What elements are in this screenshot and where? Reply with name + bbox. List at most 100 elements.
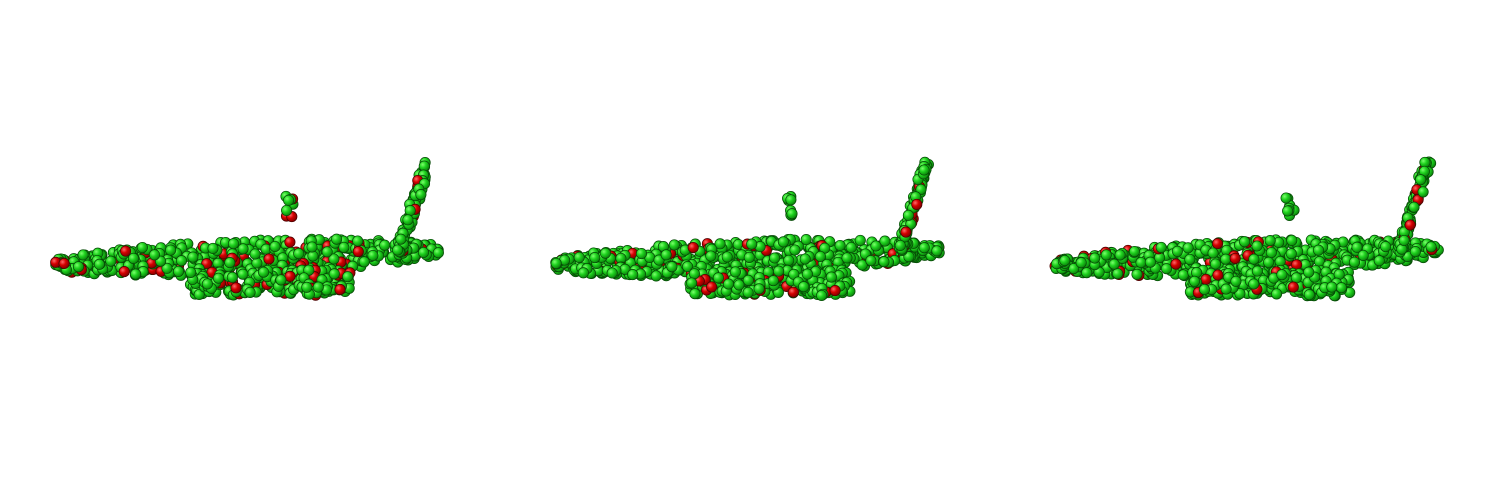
green-point [1184, 253, 1196, 265]
green-point [165, 244, 177, 256]
red-point [1170, 258, 1182, 270]
green-point [1286, 234, 1298, 246]
green-point [1326, 281, 1338, 293]
red-point [687, 241, 699, 254]
green-point [722, 278, 735, 290]
green-point [432, 247, 444, 259]
red-point [118, 266, 130, 278]
green-point [729, 266, 741, 278]
point-cloud [1049, 156, 1444, 302]
green-point [785, 194, 797, 206]
green-point [733, 279, 745, 291]
green-point [712, 272, 724, 284]
green-point [136, 241, 148, 254]
green-point [742, 286, 754, 299]
green-point [227, 238, 240, 250]
green-point [321, 246, 333, 258]
green-point [402, 214, 414, 226]
red-point [900, 226, 912, 238]
green-point [841, 252, 853, 264]
green-point [187, 251, 199, 263]
green-point [1351, 241, 1363, 253]
red-point [1404, 219, 1416, 231]
green-point [306, 241, 318, 253]
green-point [668, 239, 680, 251]
green-point [746, 238, 758, 250]
green-point [1282, 205, 1294, 217]
green-point [226, 271, 238, 283]
green-point [283, 194, 295, 206]
green-point [799, 253, 811, 265]
green-point [1198, 283, 1211, 296]
green-point [879, 235, 891, 247]
green-point [342, 271, 354, 283]
green-point [789, 244, 801, 256]
green-point [577, 267, 589, 279]
green-point [856, 259, 868, 271]
green-point [105, 255, 117, 267]
green-point [1112, 268, 1124, 280]
green-point [573, 251, 585, 263]
green-point [743, 251, 755, 263]
green-point [249, 248, 261, 260]
green-point [1155, 241, 1167, 253]
point-cloud [550, 156, 945, 302]
green-point [312, 281, 324, 293]
green-point [331, 233, 343, 245]
green-point [1059, 254, 1071, 267]
green-point [688, 268, 700, 280]
green-point [918, 164, 930, 176]
green-point [127, 252, 140, 264]
green-point [1144, 256, 1156, 268]
red-point [263, 253, 275, 265]
green-point [918, 242, 930, 254]
green-point [1209, 258, 1222, 270]
green-point [1271, 288, 1283, 300]
green-point [814, 250, 826, 263]
green-point [660, 249, 672, 261]
green-point [1131, 268, 1143, 280]
green-point [903, 251, 915, 263]
green-point [1417, 186, 1429, 198]
green-point [550, 257, 562, 269]
red-point [706, 281, 718, 293]
green-point [606, 267, 618, 279]
green-point [1128, 245, 1141, 258]
green-point [1081, 267, 1093, 279]
green-point [328, 253, 340, 265]
green-point [721, 251, 733, 263]
green-point [77, 249, 89, 261]
green-point [798, 281, 810, 293]
green-point [1425, 241, 1437, 253]
green-point [1265, 247, 1277, 259]
green-point [1188, 275, 1201, 287]
green-point [258, 266, 270, 278]
green-point [783, 254, 795, 266]
green-point [93, 258, 105, 270]
green-point [834, 239, 846, 252]
green-point [902, 209, 914, 221]
green-point [894, 239, 906, 252]
green-point [1182, 242, 1194, 254]
green-point [352, 235, 364, 247]
green-point [753, 283, 765, 295]
green-point [1248, 253, 1260, 265]
green-point [1348, 256, 1361, 268]
red-point [1287, 281, 1299, 293]
green-point [1312, 244, 1325, 256]
red-point [284, 236, 296, 248]
green-point [878, 256, 890, 268]
green-point [714, 238, 726, 250]
green-point [689, 288, 701, 300]
green-point [395, 233, 407, 245]
green-point [1160, 263, 1173, 275]
green-point [379, 239, 391, 251]
green-point [185, 266, 197, 278]
green-point [1380, 241, 1392, 253]
green-point [244, 286, 256, 298]
green-point [1177, 269, 1189, 281]
red-point [58, 257, 70, 270]
green-point [800, 234, 812, 246]
